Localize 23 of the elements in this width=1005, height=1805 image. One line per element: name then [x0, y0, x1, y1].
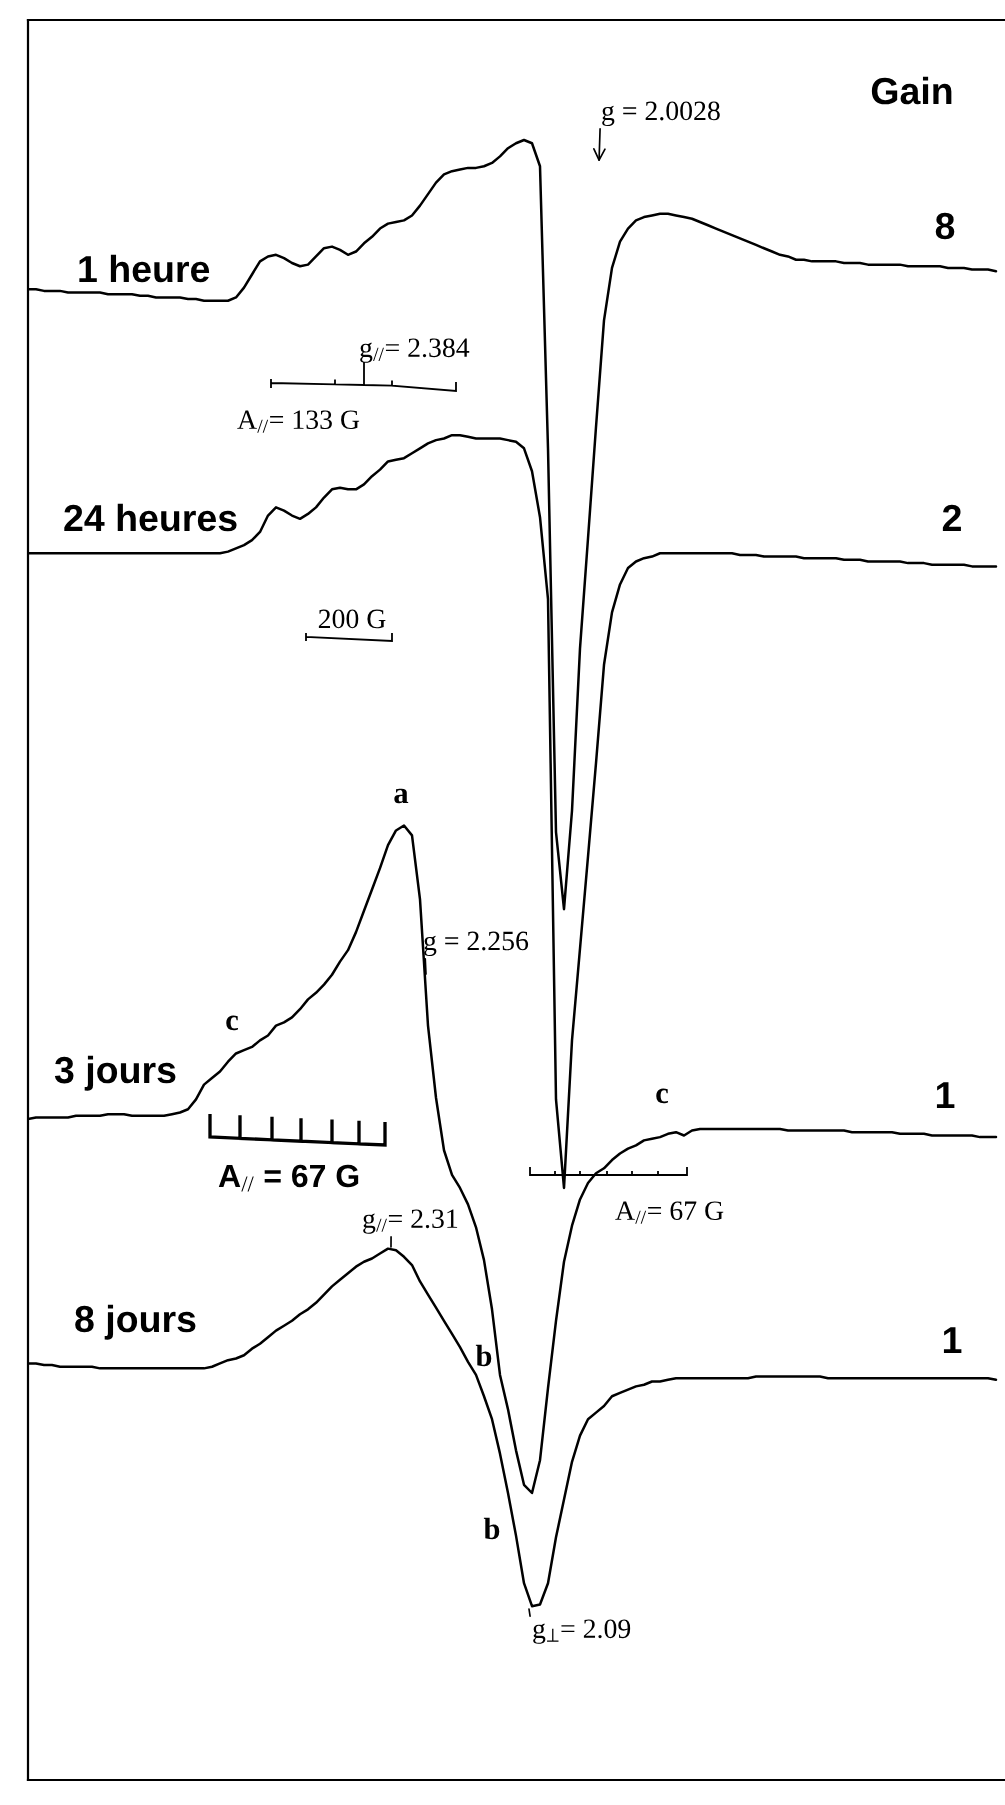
- annotation: 2: [942, 504, 961, 531]
- annotation: g = 2.256: [424, 931, 529, 956]
- series-label: 3 jours: [54, 1055, 176, 1091]
- annotation: g$_{//}$= 2.31: [363, 1209, 458, 1234]
- annotation: g$_{//}$= 2.384: [360, 338, 470, 363]
- annotation: b: [475, 1344, 492, 1367]
- annotation: b: [483, 1517, 500, 1540]
- annotation: A$_{//}$ = 67 G: [218, 1164, 359, 1192]
- series-label: 1 heure: [79, 254, 210, 283]
- annotation: c: [656, 1088, 669, 1104]
- annotation: 200 G: [318, 609, 386, 629]
- annotation: a: [394, 788, 409, 804]
- annotation: A$_{//}$= 67 G: [615, 1201, 724, 1224]
- series-label: 8 jours: [75, 1304, 196, 1340]
- annotation: 1: [936, 1082, 955, 1108]
- text: g = 2.0028: [602, 101, 720, 126]
- annotation: A$_{//}$= 133 G: [237, 410, 360, 433]
- annotation: c: [226, 1015, 239, 1031]
- annotation: 8: [935, 212, 955, 240]
- text: Gain: [871, 76, 952, 105]
- series-label: 24 heures: [64, 503, 237, 532]
- annotation: g$_{⊥}$= 2.09: [533, 1619, 631, 1644]
- annotation: 1: [943, 1327, 962, 1353]
